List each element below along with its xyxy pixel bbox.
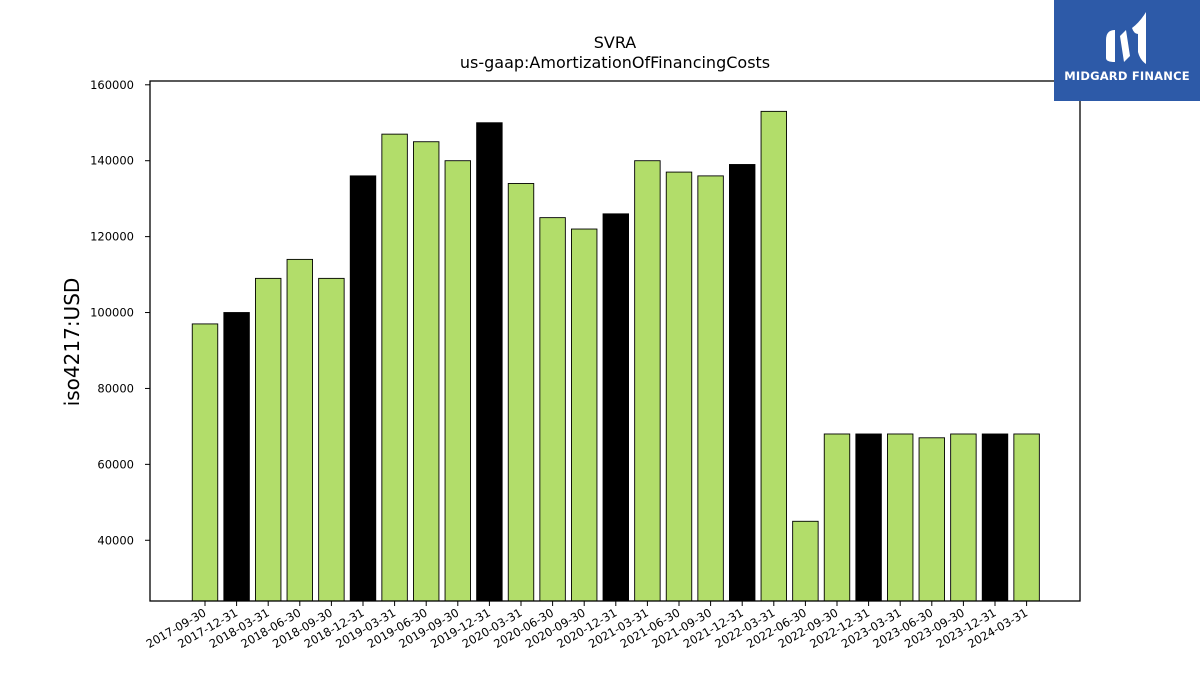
bar-2018-06-30 [286,258,313,602]
bar-2023-09-30 [950,433,977,602]
bar-2019-06-30 [413,141,440,602]
y-tick-label: 100000 [90,306,134,320]
bar-2022-06-30 [792,520,819,602]
bar-2023-03-31 [887,433,914,602]
y-tick-label: 140000 [90,154,134,168]
chart-title: SVRA [594,33,637,52]
plot-frame [149,80,1081,602]
y-tick-label: 60000 [97,457,134,471]
bar-2022-03-31 [760,110,787,602]
chart-subtitle: us-gaap:AmortizationOfFinancingCosts [460,53,770,72]
x-axis: 2017-09-302017-12-312018-03-312018-06-30… [144,601,1030,651]
y-tick-label: 160000 [90,78,134,92]
y-tick-label: 80000 [97,381,134,395]
bar-2022-12-31 [855,433,882,602]
bar-2021-03-31 [634,160,661,602]
bar-2024-03-31 [1013,433,1040,602]
bar-2023-06-30 [918,437,945,602]
bar-2017-09-30 [191,323,219,602]
bar-2018-09-30 [318,277,345,602]
bar-2020-09-30 [571,228,598,602]
bar-2021-06-30 [665,171,693,602]
bar-2023-12-31 [981,433,1009,602]
bar-2017-12-31 [223,312,250,602]
midgard-finance-logo: MIDGARD FINANCE [1054,0,1200,101]
y-tick-label: 40000 [97,533,134,547]
logo-mark-icon [1106,12,1146,64]
y-axis-label: iso4217:USD [60,278,84,407]
bar-2019-12-31 [476,122,503,602]
bar-2018-03-31 [254,277,282,602]
y-tick-label: 120000 [90,230,134,244]
bar-2020-06-30 [539,217,566,602]
bar-2021-12-31 [729,164,756,602]
bar-2018-12-31 [349,175,377,602]
y-axis: 40000 60000 80000 100000 120000 140000 160000 [90,78,150,547]
logo-text: MIDGARD FINANCE [1064,69,1190,83]
bar-2022-09-30 [823,433,851,602]
bar-2020-12-31 [602,213,629,602]
bar-2020-03-31 [507,183,535,602]
bar-2021-09-30 [697,175,724,602]
bar-2019-03-31 [381,133,408,602]
bars-group [191,110,1040,602]
bar-2019-09-30 [444,160,471,602]
